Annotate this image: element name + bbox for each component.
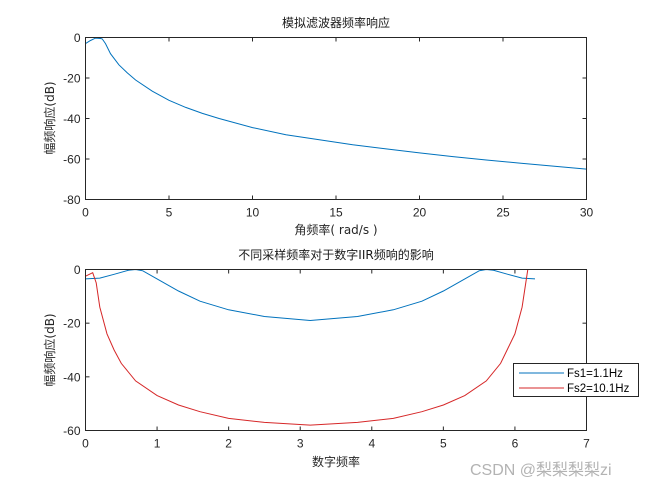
bottom-y-ticks: 0 -20 -40 -60 [63,263,587,438]
y-tick-label: -60 [63,424,81,438]
x-tick-label: 20 [413,206,427,220]
series-line-0 [85,268,536,322]
watermark: CSDN @梨梨梨梨zi [470,462,612,479]
bottom-plot-frame [85,269,587,431]
top-plot-title: 模拟滤波器频率响应 [282,15,390,30]
top-plot-lines [85,37,587,170]
bottom-x-axis-label: 数字频率 [312,454,360,469]
series-line-1 [85,269,529,426]
legend-label-fs1: Fs1=1.1Hz [567,368,623,380]
x-tick-label: 15 [329,206,343,220]
bottom-plot-lines [85,268,536,426]
x-tick-label: 0 [82,206,89,220]
top-y-axis-label: 幅频响应(dB) [42,81,57,154]
x-tick-label: 2 [225,437,232,451]
x-tick-label: 6 [512,437,519,451]
legend: Fs1=1.1Hz Fs2=10.1Hz [513,363,639,397]
bottom-axes: 不同采样频率对于数字IIR频响的影响 0 1 2 3 4 5 6 7 0 -20 -40 -60 数… [42,247,639,469]
top-y-ticks: 0 -20 -40 -60 -80 [63,31,587,207]
top-x-axis-label: 角频率( rad/s ) [294,222,377,237]
series-line-0 [85,37,587,170]
y-tick-label: -80 [63,193,81,207]
x-tick-label: 3 [297,437,304,451]
legend-box [513,363,639,397]
y-tick-label: -60 [63,153,81,167]
x-tick-label: 10 [246,206,260,220]
bottom-y-axis-label: 幅频响应(dB) [42,313,57,386]
x-tick-label: 25 [496,206,510,220]
x-tick-label: 5 [166,206,173,220]
bottom-plot-title: 不同采样频率对于数字IIR频响的影响 [238,247,433,262]
y-tick-label: -40 [63,370,81,384]
x-tick-label: 0 [82,437,89,451]
top-x-ticks: 0 5 10 15 20 25 30 [82,37,594,220]
y-tick-label: -20 [63,72,81,86]
y-tick-label: -20 [63,317,81,331]
bottom-x-ticks: 0 1 2 3 4 5 6 7 [82,269,590,451]
legend-label-fs2: Fs2=10.1Hz [567,383,630,395]
top-axes: 模拟滤波器频率响应 0 5 10 15 20 25 30 0 -20 -40 -60 -80 角频率… [42,15,593,237]
y-tick-label: -40 [63,112,81,126]
x-tick-label: 4 [368,437,375,451]
y-tick-label: 0 [74,263,81,277]
top-plot-frame [85,37,587,200]
x-tick-label: 30 [580,206,594,220]
x-tick-label: 1 [154,437,161,451]
y-tick-label: 0 [74,31,81,45]
x-tick-label: 5 [440,437,447,451]
x-tick-label: 7 [583,437,590,451]
